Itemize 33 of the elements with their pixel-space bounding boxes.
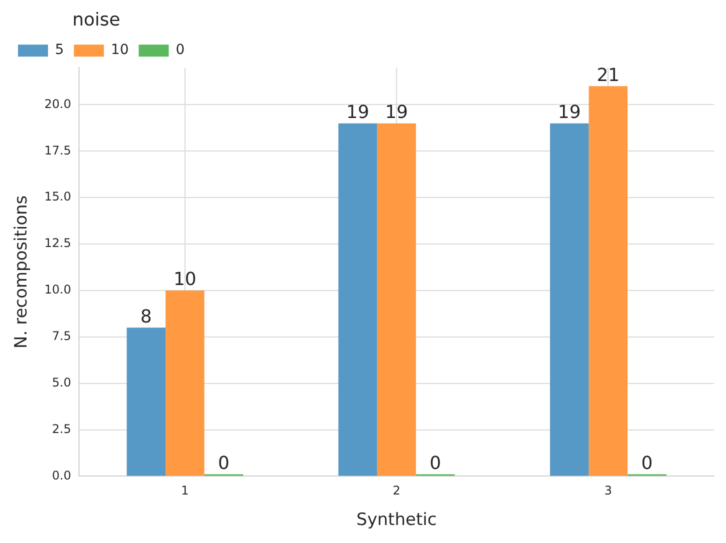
data-label: 21 xyxy=(596,64,620,86)
data-label: 19 xyxy=(346,102,370,123)
bar xyxy=(166,290,204,476)
y-tick-label: 12.5 xyxy=(44,236,72,250)
legend-label: 10 xyxy=(110,42,129,58)
bar xyxy=(126,328,166,476)
data-label: 19 xyxy=(385,102,408,123)
x-axis-title: Synthetic xyxy=(356,510,437,530)
y-tick-label: 5.0 xyxy=(52,375,72,390)
data-label: 10 xyxy=(173,269,196,290)
y-axis-title: N. recompositions xyxy=(12,195,32,348)
y-tick-label: 10.0 xyxy=(44,282,72,297)
data-label: 0 xyxy=(641,452,653,474)
y-tick-label: 2.5 xyxy=(52,422,72,436)
x-tick-label: 3 xyxy=(604,484,612,498)
bar xyxy=(377,123,416,476)
y-tick-label: 20.0 xyxy=(44,96,72,111)
data-label: 8 xyxy=(140,306,152,328)
bar xyxy=(338,123,378,476)
y-tick-label: 17.5 xyxy=(44,143,72,158)
bar xyxy=(588,86,628,476)
x-tick-label: 2 xyxy=(392,484,400,498)
bar xyxy=(550,123,589,476)
legend-label: 0 xyxy=(176,42,185,58)
data-label: 0 xyxy=(218,452,230,474)
legend-title: noise xyxy=(72,10,120,31)
y-tick-label: 0.0 xyxy=(52,468,72,482)
y-tick-label: 7.5 xyxy=(52,329,72,344)
data-label: 19 xyxy=(558,102,581,123)
y-tick-label: 15.0 xyxy=(44,190,72,204)
x-tick-label: 1 xyxy=(181,484,189,498)
legend-label: 5 xyxy=(55,42,64,58)
data-label: 0 xyxy=(430,452,442,474)
